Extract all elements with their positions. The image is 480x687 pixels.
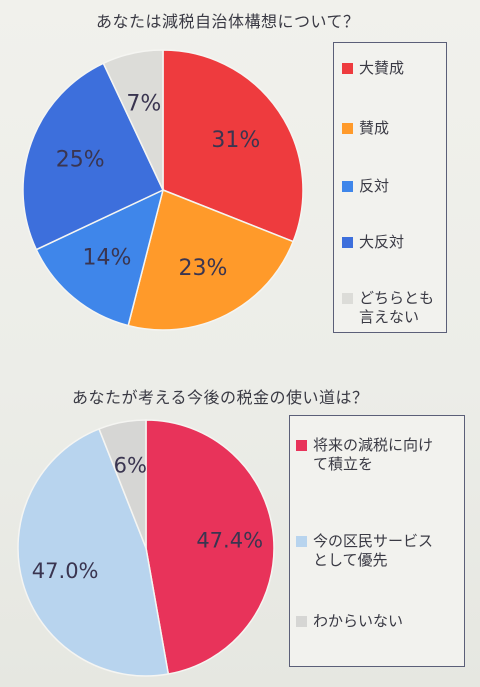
- legend1-swatch-3: [342, 237, 353, 248]
- pie1-label-4: 7%: [126, 92, 161, 117]
- legend-2: 将来の減税に向け て積立を 今の区民サービス として優先わからいない: [289, 415, 465, 667]
- legend1-label-2: 反対: [359, 177, 390, 195]
- pie1-label-3: 25%: [56, 148, 105, 173]
- pie-chart-1: 31% 23% 14% 25% 7%: [22, 49, 304, 331]
- legend1-swatch-2: [342, 181, 353, 192]
- pie1-label-2: 14%: [82, 245, 131, 270]
- legend1-item-4: どちらとも 言えない: [342, 289, 434, 327]
- legend1-item-2: 反対: [342, 177, 389, 196]
- legend1-label-1: 賛成: [359, 119, 390, 137]
- legend1-swatch-4: [342, 293, 353, 304]
- legend1-label-0: 大賛成: [359, 59, 405, 77]
- legend2-item-1: 今の区民サービス として優先: [296, 532, 433, 570]
- legend2-swatch-2: [296, 616, 307, 627]
- legend2-swatch-1: [296, 536, 307, 547]
- legend1-swatch-0: [342, 63, 353, 74]
- pie1-slice-4: [102, 49, 164, 191]
- legend1-label-4: どちらとも 言えない: [359, 289, 435, 326]
- legend1-label-3: 大反対: [359, 233, 405, 251]
- pie2-label-1: 47.0%: [32, 559, 99, 583]
- pie2-slice-2: [98, 419, 147, 549]
- pie1-label-1: 23%: [178, 256, 227, 281]
- legend1-item-0: 大賛成: [342, 59, 404, 78]
- chart-title-2: あなたが考える今後の税金の使い道は？: [72, 388, 369, 407]
- pie-chart-2: 47.4% 47.0% 6%: [17, 419, 275, 677]
- pie2-slice-0: [145, 419, 275, 675]
- legend2-item-2: わからいない: [296, 612, 403, 631]
- legend1-item-1: 賛成: [342, 119, 389, 138]
- legend2-label-0: 将来の減税に向け て積立を: [313, 436, 434, 473]
- legend1-item-3: 大反対: [342, 233, 404, 252]
- pie1-slice-3: [22, 62, 164, 251]
- chart-title-1: あなたは減税自治体構想について？: [96, 12, 360, 31]
- pie2-label-0: 47.4%: [196, 529, 263, 553]
- legend2-label-1: 今の区民サービス として優先: [313, 532, 434, 569]
- legend2-swatch-0: [296, 440, 307, 451]
- legend1-swatch-1: [342, 123, 353, 134]
- pie1-slice-0: [162, 49, 304, 243]
- pie2-slice-1: [17, 427, 170, 677]
- legend2-item-0: 将来の減税に向け て積立を: [296, 436, 433, 474]
- legend-1: 大賛成賛成反対大反対どちらとも 言えない: [333, 42, 447, 333]
- pie1-slice-1: [127, 188, 295, 331]
- pie2-label-2: 6%: [114, 453, 147, 477]
- pie1-slice-2: [35, 188, 165, 327]
- pie1-label-0: 31%: [211, 128, 260, 153]
- legend2-label-2: わからいない: [313, 612, 404, 630]
